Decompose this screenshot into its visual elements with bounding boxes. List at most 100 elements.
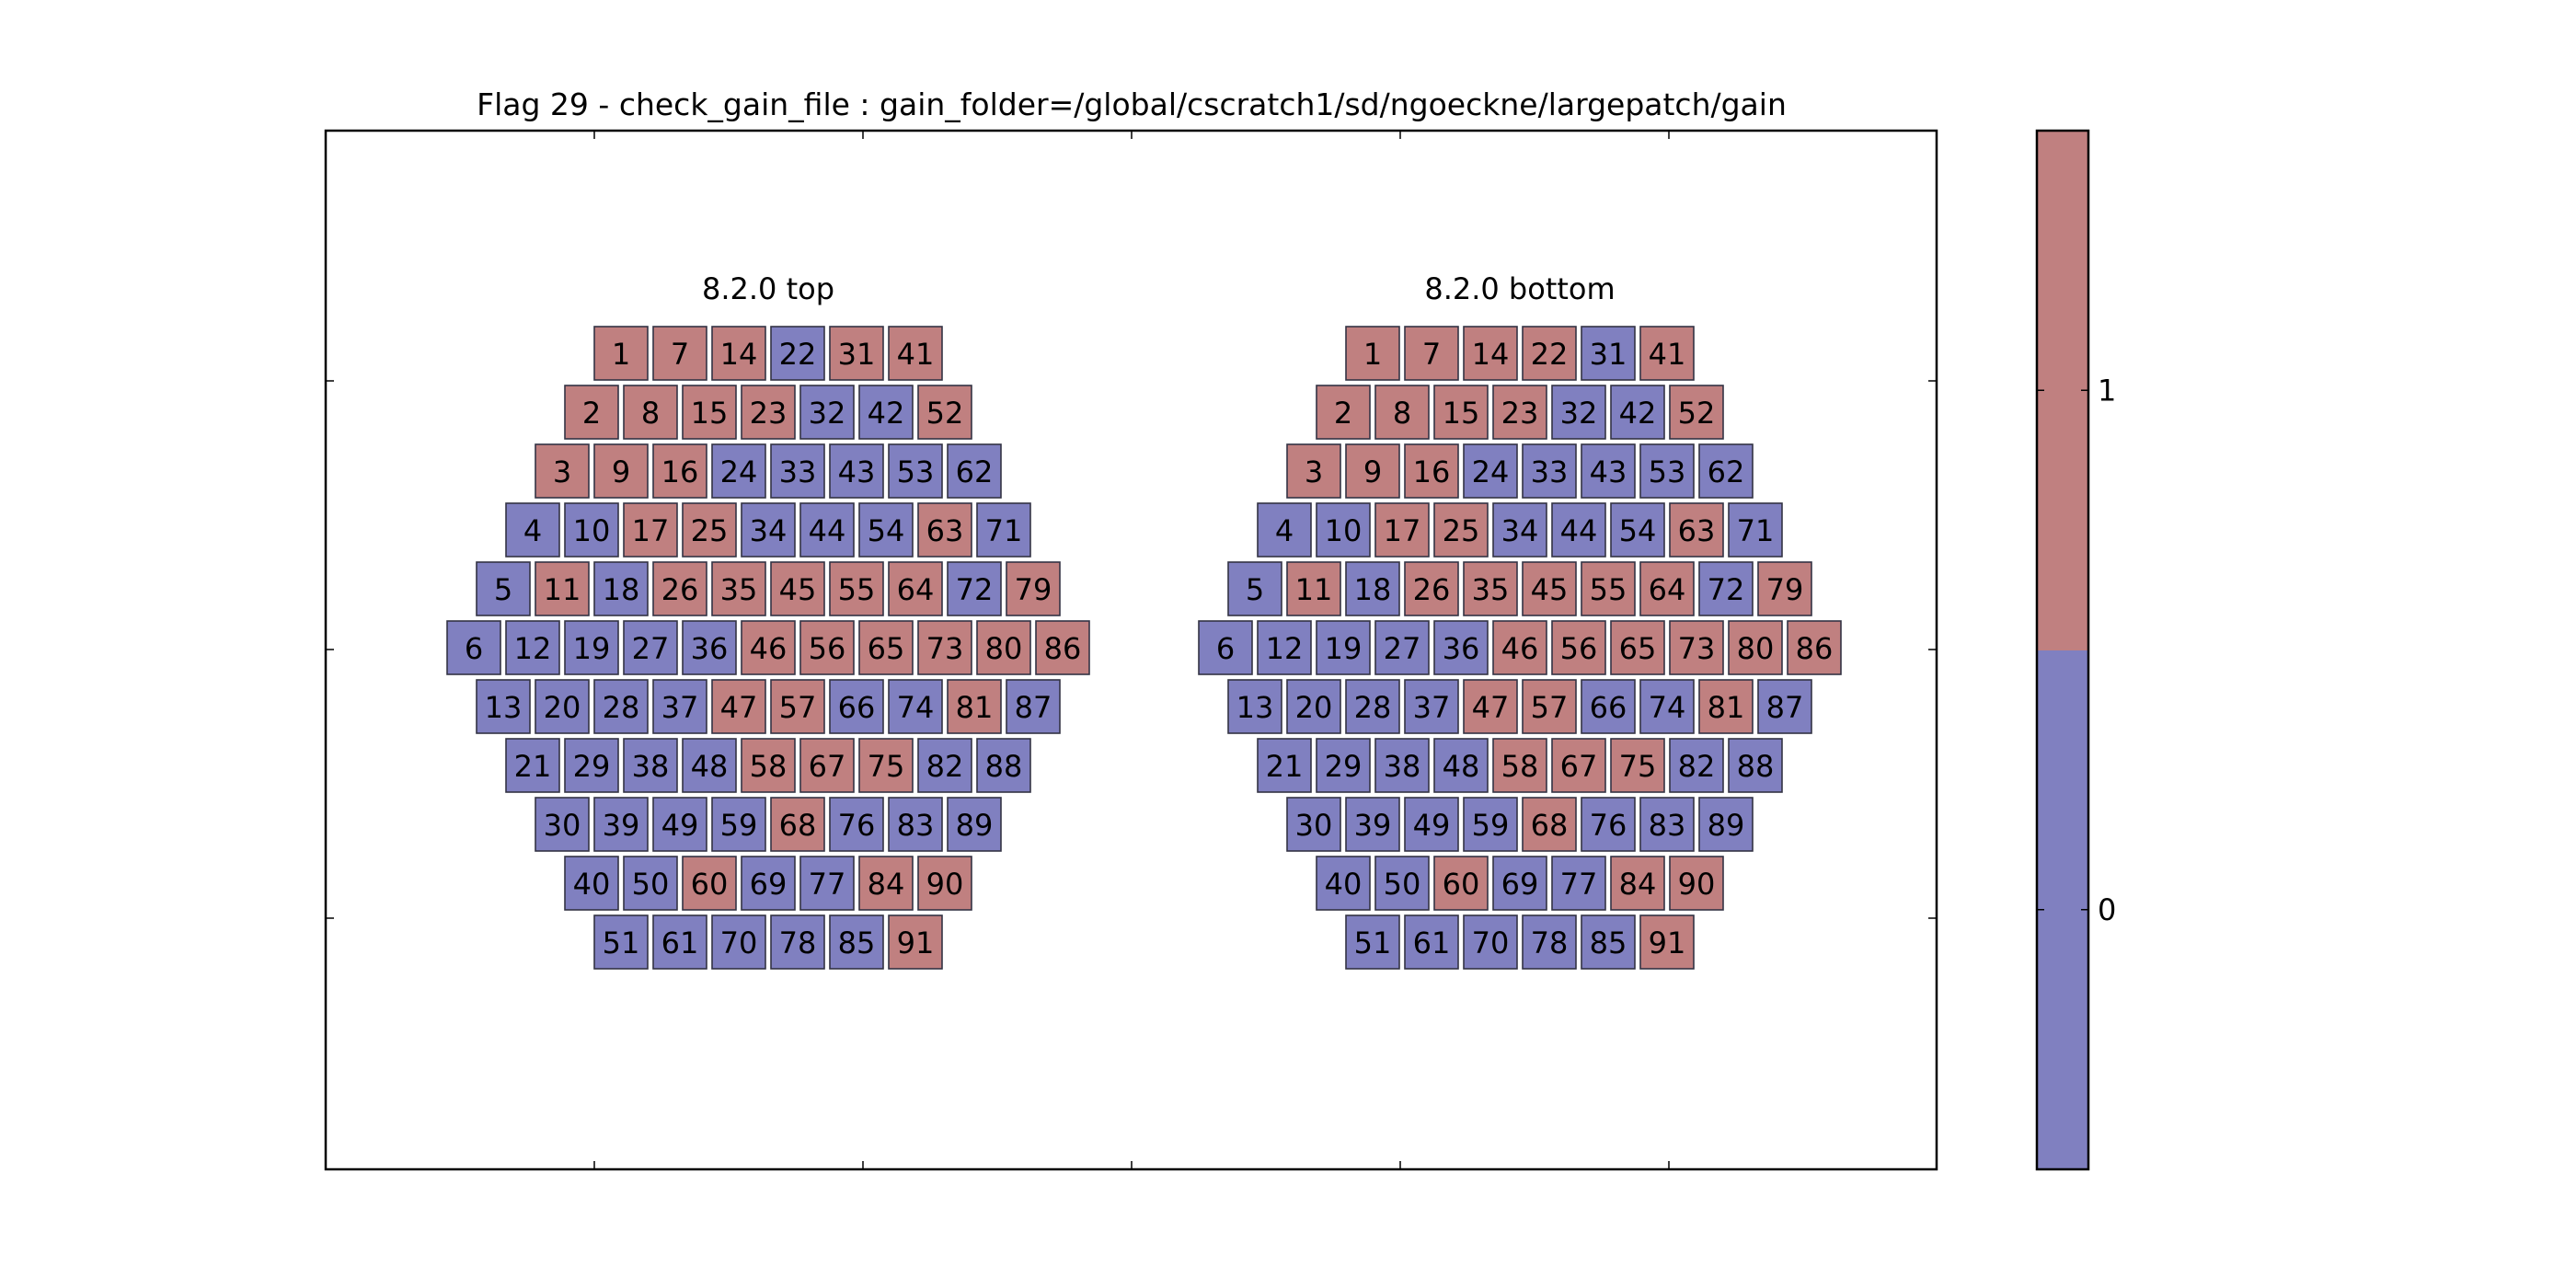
pixel-tile-66: [829, 679, 884, 734]
pixel-label-25: 25: [691, 513, 729, 548]
pixel-tile-2: [1316, 385, 1371, 440]
pixel-label-76: 76: [1590, 808, 1627, 843]
pixel-label-22: 22: [1531, 337, 1569, 372]
pixel-tile-67: [1551, 738, 1606, 793]
pixel-label-66: 66: [1590, 690, 1627, 725]
pixel-tile-87: [1757, 679, 1812, 734]
pixel-label-10: 10: [1325, 513, 1363, 548]
pixel-label-20: 20: [544, 690, 581, 725]
pixel-label-24: 24: [1472, 454, 1510, 489]
pixel-tile-18: [1345, 561, 1400, 616]
pixel-tile-91: [1639, 914, 1695, 970]
pixel-tile-24: [711, 443, 766, 499]
pixel-tile-43: [1581, 443, 1636, 499]
pixel-tile-15: [1433, 385, 1489, 440]
pixel-tile-57: [770, 679, 825, 734]
pixel-label-2: 2: [1334, 396, 1352, 431]
pixel-label-64: 64: [1649, 572, 1686, 607]
pixel-tile-78: [770, 914, 825, 970]
pixel-label-5: 5: [494, 572, 512, 607]
pixel-label-41: 41: [1649, 337, 1686, 372]
pixel-tile-68: [1522, 797, 1577, 852]
pixel-tile-59: [1463, 797, 1518, 852]
pixel-tile-44: [799, 502, 855, 558]
pixel-tile-41: [1639, 326, 1695, 381]
pixel-tile-36: [1433, 620, 1489, 675]
pixel-tile-22: [1522, 326, 1577, 381]
pixel-label-32: 32: [1560, 396, 1598, 431]
pixel-tile-30: [1286, 797, 1341, 852]
pixel-label-29: 29: [1325, 749, 1363, 784]
pixel-tile-52: [1669, 385, 1724, 440]
pixel-label-71: 71: [1737, 513, 1775, 548]
pixel-label-31: 31: [838, 337, 876, 372]
pixel-label-43: 43: [1590, 454, 1627, 489]
pixel-label-17: 17: [1384, 513, 1421, 548]
pixel-label-75: 75: [868, 749, 905, 784]
pixel-label-35: 35: [720, 572, 758, 607]
pixel-tile-22: [770, 326, 825, 381]
pixel-tile-12: [505, 620, 560, 675]
pixel-tile-78: [1522, 914, 1577, 970]
pixel-tile-55: [829, 561, 884, 616]
pixel-label-46: 46: [750, 631, 788, 666]
pixel-tile-13: [1227, 679, 1282, 734]
pixel-tile-89: [947, 797, 1002, 852]
pixel-label-75: 75: [1619, 749, 1657, 784]
pixel-tile-49: [1404, 797, 1459, 852]
pixel-tile-84: [858, 856, 914, 911]
pixel-label-78: 78: [1531, 926, 1569, 960]
pixel-tile-31: [1581, 326, 1636, 381]
pixel-tile-67: [799, 738, 855, 793]
pixel-tile-39: [593, 797, 649, 852]
pixel-tile-5: [476, 561, 531, 616]
pixel-tile-72: [947, 561, 1002, 616]
pixel-tile-90: [1669, 856, 1724, 911]
pixel-label-80: 80: [985, 631, 1023, 666]
pixel-tile-56: [799, 620, 855, 675]
pixel-tile-19: [1316, 620, 1371, 675]
pixel-label-39: 39: [1354, 808, 1392, 843]
pixel-tile-89: [1698, 797, 1754, 852]
pixel-tile-65: [858, 620, 914, 675]
colorbar-tick-label-1: 1: [2098, 373, 2116, 408]
pixel-tile-62: [947, 443, 1002, 499]
pixel-label-65: 65: [1619, 631, 1657, 666]
pixel-tile-85: [1581, 914, 1636, 970]
pixel-tile-83: [1639, 797, 1695, 852]
pixel-label-48: 48: [691, 749, 729, 784]
pixel-tile-11: [1286, 561, 1341, 616]
pixel-tile-64: [888, 561, 943, 616]
pixel-label-16: 16: [661, 454, 699, 489]
pixel-label-8: 8: [641, 396, 660, 431]
pixel-tile-26: [652, 561, 707, 616]
pixel-tile-83: [888, 797, 943, 852]
pixel-label-41: 41: [897, 337, 935, 372]
pixel-tile-86: [1787, 620, 1842, 675]
pixel-tile-9: [593, 443, 649, 499]
pixel-label-70: 70: [1472, 926, 1510, 960]
pixel-label-74: 74: [1649, 690, 1686, 725]
pixel-label-13: 13: [1236, 690, 1274, 725]
pixel-label-12: 12: [1266, 631, 1304, 666]
pixel-tile-57: [1522, 679, 1577, 734]
pixel-tile-23: [1492, 385, 1547, 440]
pixel-label-62: 62: [1708, 454, 1745, 489]
pixel-label-7: 7: [1422, 337, 1441, 372]
pixel-tile-91: [888, 914, 943, 970]
pixel-label-50: 50: [632, 867, 670, 902]
pixel-label-69: 69: [750, 867, 788, 902]
pixel-label-84: 84: [868, 867, 905, 902]
pixel-label-81: 81: [956, 690, 994, 725]
pixel-label-33: 33: [779, 454, 817, 489]
pixel-label-90: 90: [926, 867, 964, 902]
pixel-tile-58: [1492, 738, 1547, 793]
pixel-label-15: 15: [1443, 396, 1480, 431]
pixel-tile-20: [535, 679, 590, 734]
pixel-label-67: 67: [1560, 749, 1598, 784]
colorbar-tick-label-0: 0: [2098, 892, 2116, 927]
pixel-label-58: 58: [1501, 749, 1539, 784]
pixel-tile-34: [1492, 502, 1547, 558]
pixel-tile-29: [1316, 738, 1371, 793]
